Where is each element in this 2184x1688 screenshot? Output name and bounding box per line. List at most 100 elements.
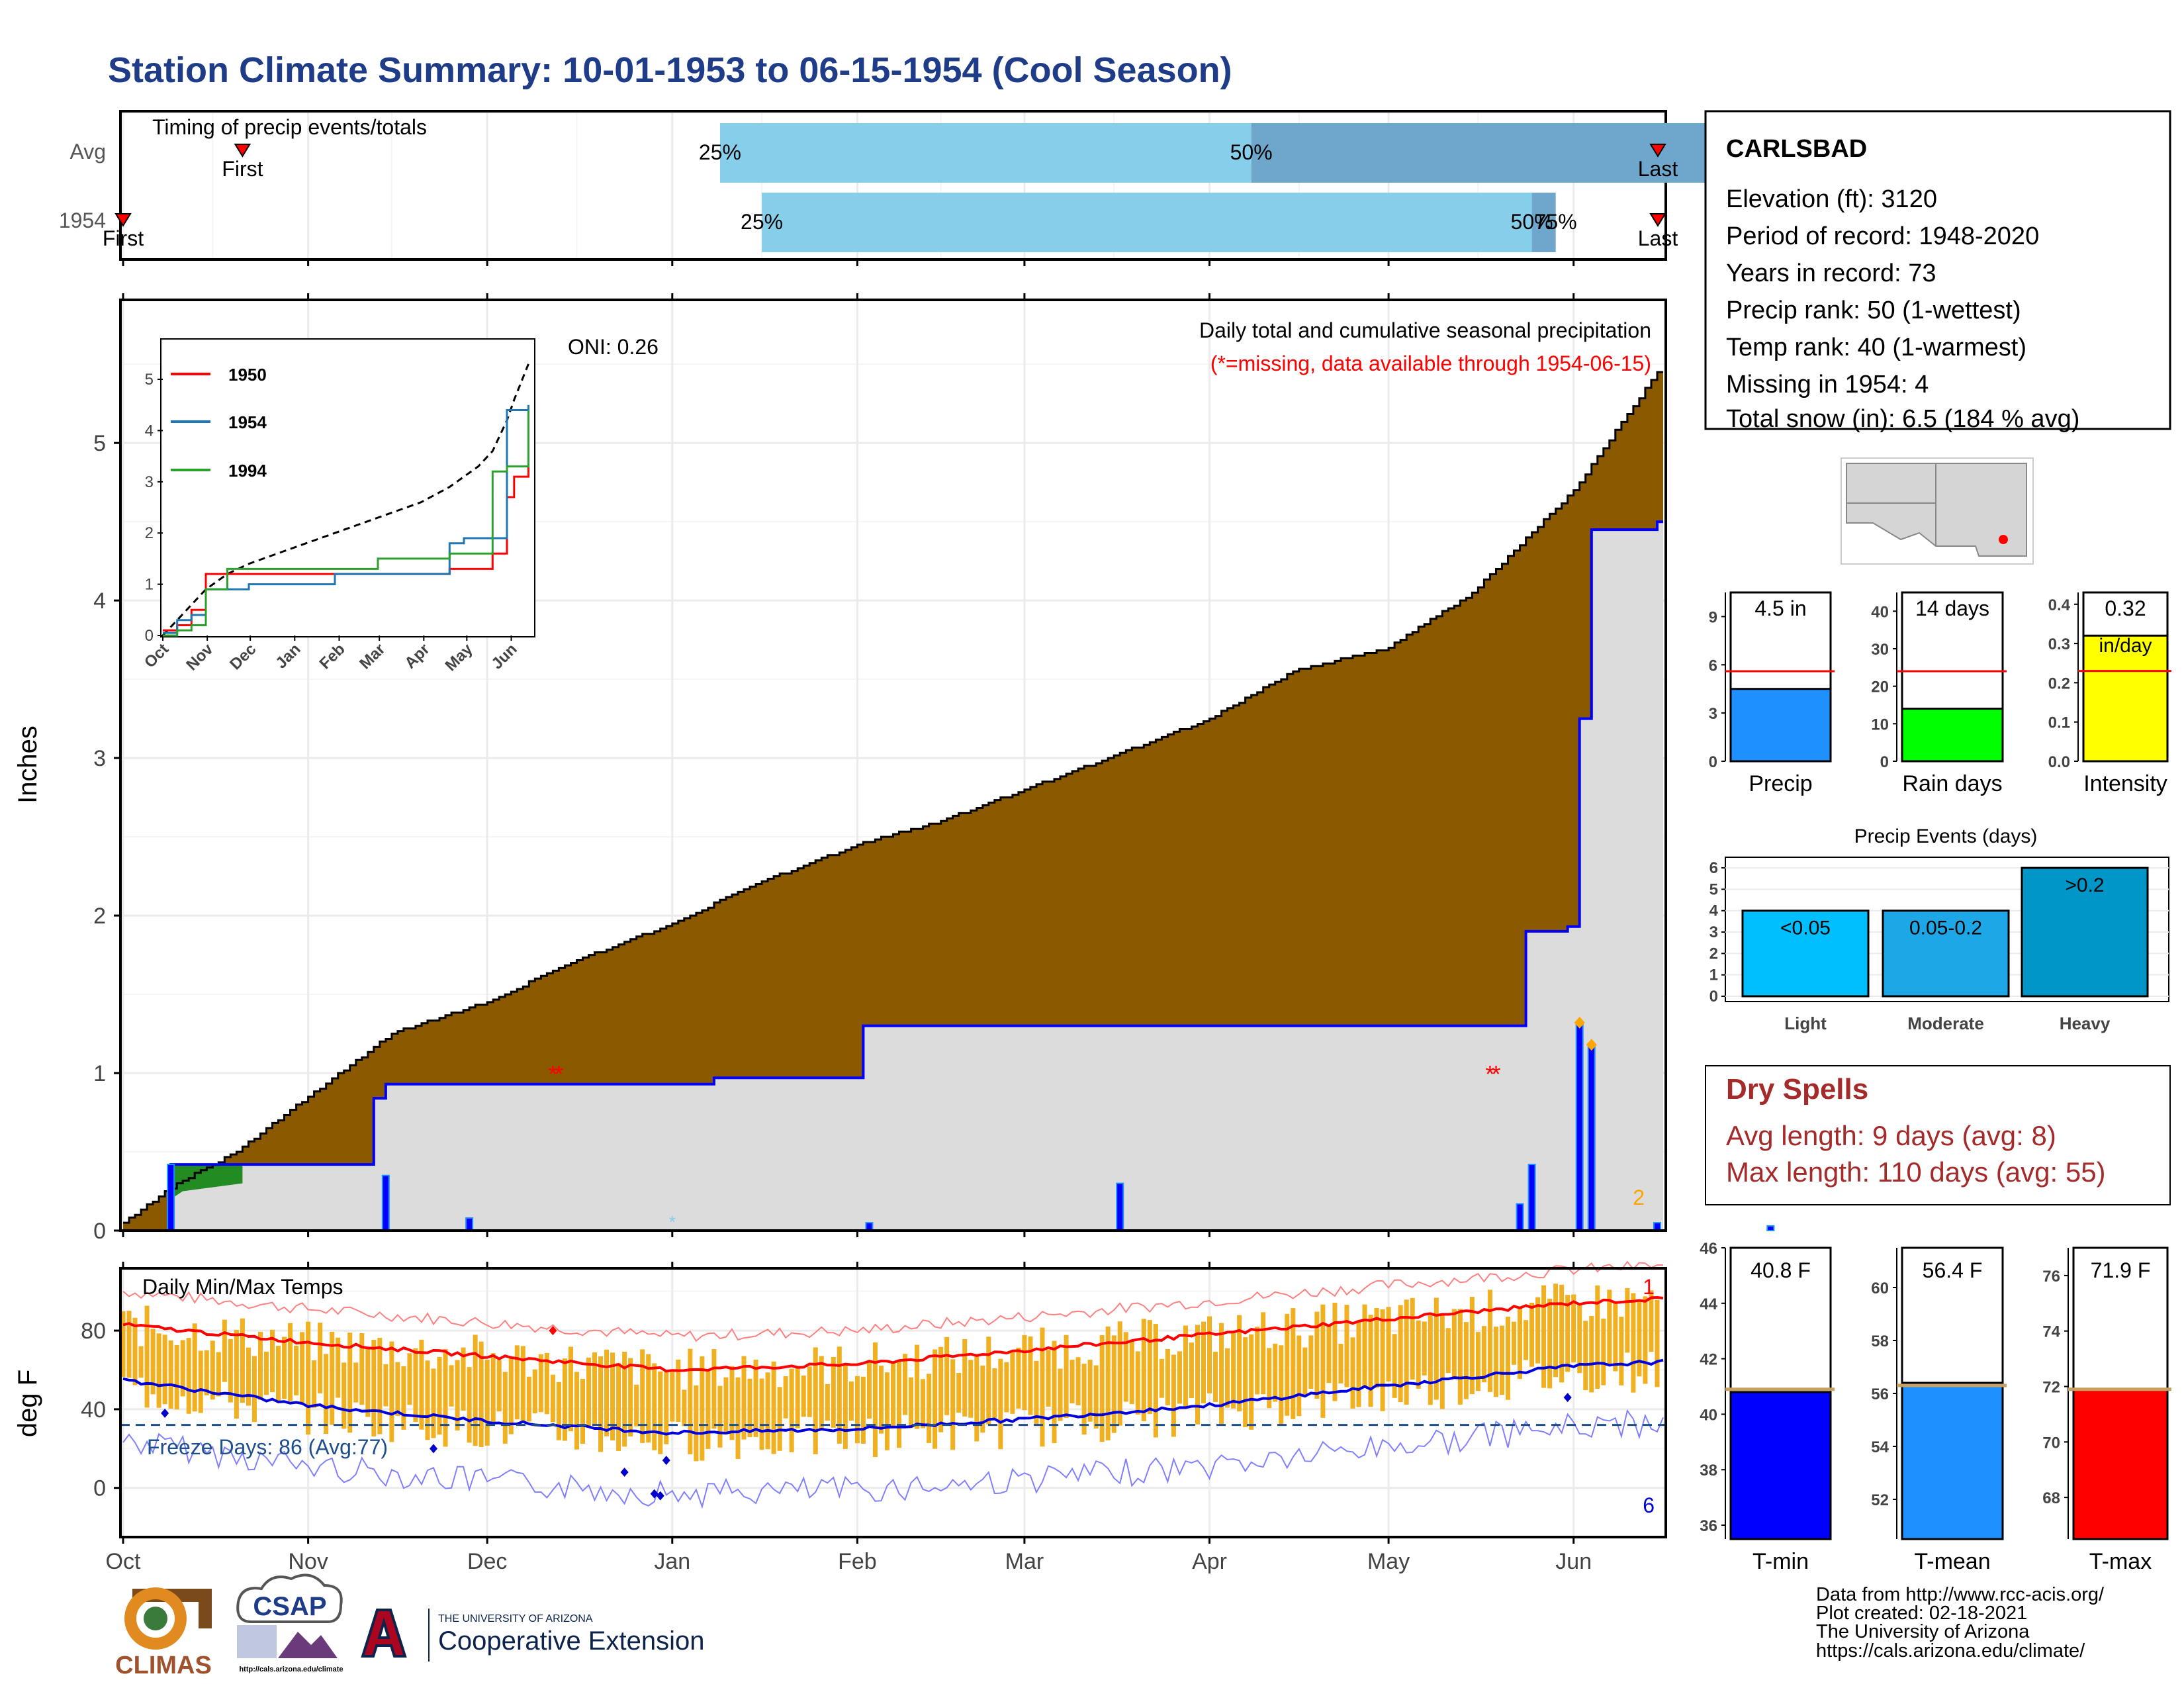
temp-bar-value-label: 71.9 F xyxy=(2091,1258,2151,1282)
daily-temp-bar xyxy=(825,1383,830,1421)
last-event-label: Last xyxy=(1638,157,1678,181)
temp-panel: 0 40 80 deg F Daily Min/Max Temps Freeze D… xyxy=(13,1260,1667,1538)
daily-temp-bar xyxy=(652,1363,657,1450)
station-info-line: Total snow (in): 6.5 (184 % avg) xyxy=(1726,405,2079,433)
y-tick-label: 2 xyxy=(93,904,106,929)
daily-temp-bar xyxy=(1058,1368,1063,1421)
daily-temp-bar xyxy=(306,1321,311,1435)
missing-marker: * xyxy=(548,1060,557,1088)
daily-temp-bar xyxy=(634,1384,639,1427)
daily-temp-bar xyxy=(735,1377,741,1459)
daily-temp-bar xyxy=(1362,1304,1367,1387)
mini-bar-value-label: 0.32 xyxy=(2105,596,2146,620)
daily-temp-bar xyxy=(263,1351,269,1395)
mini-y-tick-label: 0.1 xyxy=(2048,714,2070,732)
daily-temp-bar xyxy=(520,1346,525,1423)
daily-temp-bar xyxy=(216,1352,221,1397)
temp-bar-value-label: 40.8 F xyxy=(1751,1258,1811,1282)
page-title: Station Climate Summary: 10-01-1953 to 0… xyxy=(108,50,1232,90)
daily-temp-bar xyxy=(891,1362,895,1429)
mini-y-tick-label: 30 xyxy=(1871,641,1889,659)
daily-temp-bar xyxy=(562,1358,567,1441)
daily-temp-bar xyxy=(783,1376,788,1419)
first-event-marker xyxy=(114,213,132,227)
temperature-bar-charts: 36 38 40 42 44 46 40.8 F T-min 52 54 56 58 60 56.4 F T… xyxy=(1700,1240,2171,1574)
temp-bar-tmax xyxy=(2072,1388,2169,1540)
daily-temp-bar xyxy=(1111,1335,1116,1433)
daily-temp-bar xyxy=(795,1367,800,1429)
daily-temp-bar xyxy=(174,1344,179,1410)
precip-event-category: Heavy xyxy=(2060,1013,2111,1033)
daily-temp-bar xyxy=(198,1350,203,1413)
timing-q25-label: 25% xyxy=(699,140,741,164)
daily-temp-bar xyxy=(419,1339,424,1430)
university-of-arizona-logo: THE UNIVERSITY OF ARIZONA Cooperative Ex… xyxy=(361,1609,704,1662)
daily-temp-bar xyxy=(753,1359,758,1437)
daily-precip-bar xyxy=(1116,1182,1124,1232)
station-name: CARLSBAD xyxy=(1726,135,1867,163)
daily-temp-bar xyxy=(514,1345,520,1420)
y-tick-label: 5 xyxy=(93,431,106,456)
daily-temp-bar xyxy=(586,1357,592,1427)
daily-temp-bar xyxy=(1601,1318,1606,1385)
daily-temp-bar xyxy=(1069,1360,1075,1403)
daily-temp-bar xyxy=(1553,1284,1559,1378)
daily-temp-bar xyxy=(228,1338,233,1403)
daily-temp-bar xyxy=(741,1356,747,1440)
daily-temp-bar xyxy=(646,1354,651,1443)
first-event-label: First xyxy=(103,226,144,250)
temp-ylabel: deg F xyxy=(13,1370,42,1437)
daily-temp-bar xyxy=(777,1387,782,1451)
daily-temp-bar xyxy=(1499,1325,1504,1395)
temp-bar-value-label: 56.4 F xyxy=(1923,1258,1983,1282)
daily-temp-bar xyxy=(1159,1358,1164,1398)
daily-temp-bar xyxy=(1177,1351,1182,1404)
daily-temp-bar xyxy=(330,1332,335,1425)
daily-temp-bar xyxy=(1571,1294,1576,1363)
daily-precip-bar xyxy=(1587,1044,1596,1231)
daily-temp-bar xyxy=(1153,1324,1158,1438)
y-tick-label: 1 xyxy=(1709,966,1718,984)
daily-temp-bar xyxy=(1380,1309,1385,1411)
daily-temp-bar xyxy=(1350,1337,1355,1409)
daily-temp-bar xyxy=(156,1333,161,1408)
trace-marker: * xyxy=(669,1212,676,1232)
daily-temp-bar xyxy=(180,1340,185,1397)
daily-temp-bar xyxy=(658,1371,663,1454)
y-tick-label: 40 xyxy=(81,1397,106,1423)
temp-y-tick-label: 44 xyxy=(1700,1295,1717,1313)
daily-temp-bar xyxy=(842,1363,848,1449)
daily-temp-bar xyxy=(1541,1285,1547,1388)
daily-temp-bar xyxy=(878,1366,884,1434)
precip-event-bar-label: 0.05-0.2 xyxy=(1909,917,1982,939)
daily-temp-bar xyxy=(389,1341,394,1442)
daily-temp-bar xyxy=(903,1354,908,1415)
daily-temp-bar xyxy=(484,1359,490,1446)
daily-temp-bar xyxy=(1308,1335,1314,1389)
daily-temp-bar xyxy=(556,1382,561,1440)
daily-temp-bar xyxy=(294,1345,299,1395)
snow-marker xyxy=(1574,1016,1585,1029)
daily-temp-bar xyxy=(300,1332,305,1404)
daily-temp-bar xyxy=(318,1323,323,1393)
daily-temp-bar xyxy=(383,1364,388,1407)
temp-y-tick-label: 58 xyxy=(1871,1333,1889,1350)
daily-temp-bar xyxy=(1529,1303,1535,1367)
timing-row-label-year: 1954 xyxy=(59,209,106,232)
daily-temp-bar xyxy=(1314,1311,1320,1399)
daily-temp-bar xyxy=(1028,1336,1033,1415)
daily-temp-bar xyxy=(1297,1335,1302,1417)
month-axis: Oct Nov Dec Jan Feb Mar Apr May Jun xyxy=(106,1537,1592,1574)
daily-temp-bar xyxy=(341,1362,347,1429)
daily-temp-bar xyxy=(508,1357,514,1434)
daily-temp-bar xyxy=(282,1336,287,1399)
year-cumulative-line xyxy=(123,520,1663,1232)
daily-temp-bar xyxy=(1487,1289,1492,1392)
daily-temp-bar xyxy=(1439,1315,1445,1409)
daily-temp-bar xyxy=(1261,1312,1266,1395)
daily-temp-bar xyxy=(324,1354,329,1434)
daily-precip-bar xyxy=(381,1174,390,1232)
daily-temp-bar xyxy=(186,1338,191,1414)
daily-temp-bar xyxy=(1016,1347,1021,1409)
daily-temp-bar xyxy=(1093,1365,1099,1429)
